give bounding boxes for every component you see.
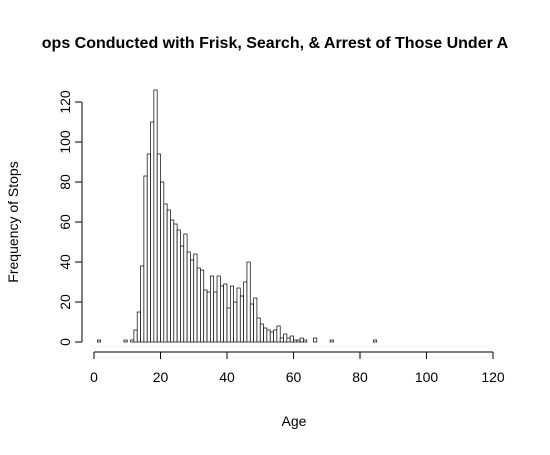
histogram-bar	[276, 325, 281, 343]
y-tick-label: 40	[57, 254, 73, 270]
y-axis: 0 20 40 60 80 100 120	[57, 90, 83, 346]
histogram-bar	[196, 267, 201, 343]
histogram-bar	[156, 153, 161, 343]
histogram-bar	[226, 307, 231, 343]
histogram-bar	[249, 303, 254, 343]
histogram-bar	[163, 203, 168, 343]
y-tick-label: 100	[57, 130, 73, 154]
histogram-bar	[190, 259, 195, 343]
x-tick-label: 80	[352, 369, 368, 385]
histogram-bar	[96, 339, 102, 343]
x-axis-label: Age	[282, 413, 307, 429]
histogram-bar	[303, 339, 308, 343]
histogram-bar	[140, 265, 145, 343]
histogram-bar	[150, 121, 155, 343]
histogram-bar	[200, 269, 205, 343]
histogram-bar	[203, 289, 208, 343]
histogram-bar	[266, 329, 271, 343]
histogram-bar	[233, 301, 238, 343]
histogram-bar	[293, 339, 298, 343]
histogram-bar	[146, 153, 151, 343]
histogram-bar	[286, 337, 291, 343]
histogram-bar	[130, 339, 135, 343]
histogram-bar	[372, 339, 377, 343]
histogram-bar	[236, 287, 241, 343]
histogram-bar	[183, 233, 188, 343]
histogram-bar	[259, 323, 264, 343]
y-axis-label: Frequency of Stops	[5, 161, 21, 282]
y-tick-label: 0	[57, 338, 73, 346]
histogram-bar	[246, 261, 251, 343]
histogram-bar	[153, 89, 158, 343]
y-tick-label: 80	[57, 174, 73, 190]
histogram-bar	[173, 223, 178, 343]
histogram-bar	[133, 329, 138, 343]
histogram-bar	[176, 229, 181, 343]
x-tick-label: 120	[481, 369, 505, 385]
histogram-bar	[273, 329, 278, 343]
histogram-bar	[239, 295, 244, 343]
histogram-bar	[313, 337, 318, 343]
x-tick-label: 40	[219, 369, 235, 385]
histogram-bar	[269, 331, 274, 343]
histogram-bar	[186, 251, 191, 343]
histogram-bar	[263, 327, 268, 343]
histogram-bar	[299, 337, 304, 343]
histogram-bar	[213, 291, 218, 343]
histogram-bar	[160, 181, 165, 343]
histogram-bar	[210, 275, 215, 343]
x-axis: 0 20 40 60 80 100 120	[90, 351, 505, 385]
x-tick-label: 20	[153, 369, 169, 385]
histogram-bar	[143, 175, 148, 343]
y-tick-label: 120	[57, 90, 73, 114]
x-tick-label: 0	[90, 369, 98, 385]
histogram-bar	[253, 297, 258, 343]
histogram-bar	[329, 339, 334, 343]
x-tick-label: 100	[415, 369, 439, 385]
histogram-bar	[223, 283, 228, 343]
histogram-bar	[229, 285, 235, 343]
histogram-bar	[136, 311, 141, 343]
histogram-bar	[216, 275, 221, 343]
histogram-bar	[193, 253, 198, 343]
histogram-bar	[296, 339, 301, 343]
histogram-bar	[180, 245, 185, 343]
histogram-bar	[279, 337, 284, 343]
histogram-bar	[220, 285, 225, 343]
histogram-bar	[283, 333, 288, 343]
histogram-bar	[256, 317, 261, 343]
x-tick-label: 60	[286, 369, 302, 385]
chart-title: ops Conducted with Frisk, Search, & Arre…	[42, 35, 509, 52]
histogram-bar	[206, 291, 211, 343]
y-tick-label: 20	[57, 294, 73, 310]
histogram-bar	[289, 335, 294, 343]
histogram-bar	[243, 281, 248, 343]
bars-group	[96, 89, 377, 343]
histogram-bar	[123, 339, 128, 343]
histogram-bar	[166, 209, 171, 343]
histogram-bar	[170, 219, 175, 343]
y-tick-label: 60	[57, 214, 73, 230]
